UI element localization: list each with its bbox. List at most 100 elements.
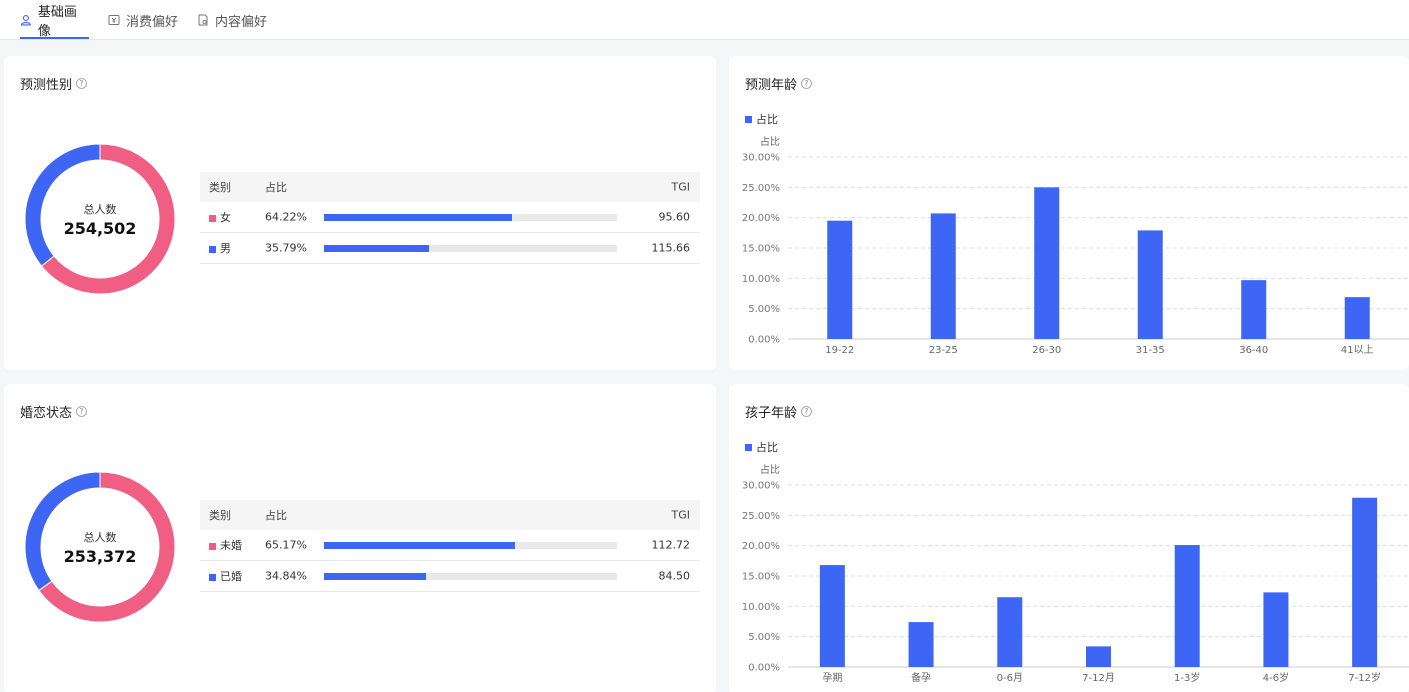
x-tick-label: 36-40 xyxy=(1239,345,1268,356)
x-tick-label: 4-6岁 xyxy=(1263,671,1289,684)
tab-bar: 基础画像 消费偏好 内容偏好 xyxy=(0,0,1409,40)
bar[interactable] xyxy=(997,597,1023,667)
swatch xyxy=(209,245,216,253)
header-ratio: 占比 xyxy=(265,181,287,194)
tab-consumption-preference[interactable]: 消费偏好 xyxy=(108,0,178,40)
table-header: 类别 占比 TGI xyxy=(200,172,700,202)
marital-card: 婚恋状态 ? 总人数 253,372 类别 占比 TGI 未婚 65.17% 1… xyxy=(4,384,716,692)
ratio-bar xyxy=(324,573,617,580)
bar[interactable] xyxy=(1086,646,1111,667)
donut-segment[interactable] xyxy=(24,471,101,592)
card-title: 预测年龄 ? xyxy=(745,74,813,93)
card-title: 预测性别 ? xyxy=(20,74,88,93)
header-ratio: 占比 xyxy=(265,509,287,522)
tgi-value: 115.66 xyxy=(651,241,691,255)
x-tick-label: 7-12月 xyxy=(1082,672,1115,684)
help-icon[interactable]: ? xyxy=(76,78,88,89)
help-icon[interactable]: ? xyxy=(801,78,813,89)
gender-donut: 总人数 254,502 xyxy=(24,143,176,295)
y-tick-label: 10.00% xyxy=(742,274,780,285)
header-tgi: TGI xyxy=(671,508,691,522)
total-value: 254,502 xyxy=(63,218,137,238)
legend-swatch xyxy=(745,443,752,451)
y-tick-label: 25.00% xyxy=(742,511,780,522)
bar[interactable] xyxy=(1263,592,1289,667)
wallet-icon xyxy=(108,15,120,25)
bar[interactable] xyxy=(1352,497,1378,667)
table-row: 未婚 65.17% 112.72 xyxy=(200,530,700,561)
bar[interactable] xyxy=(1034,187,1060,339)
x-tick-label: 1-3岁 xyxy=(1174,671,1200,684)
x-tick-label: 19-22 xyxy=(825,345,854,356)
ratio-value: 64.22% xyxy=(265,210,307,224)
bar[interactable] xyxy=(1344,297,1370,339)
category-name: 未婚 xyxy=(220,539,242,552)
card-title: 孩子年龄 ? xyxy=(745,402,813,421)
y-tick-label: 0.00% xyxy=(748,335,780,346)
x-tick-label: 31-35 xyxy=(1136,345,1165,356)
table-row: 已婚 34.84% 84.50 xyxy=(200,561,700,592)
x-tick-label: 孕期 xyxy=(822,672,842,684)
help-icon[interactable]: ? xyxy=(76,406,88,417)
child-age-card: 孩子年龄 ? 占比 占比 0.00% 5.00% 10.00% 15.00% 20.00%… xyxy=(729,384,1409,692)
table-row: 男 35.79% 115.66 xyxy=(200,233,700,264)
child-age-title: 孩子年龄 xyxy=(745,406,798,421)
y-tick-label: 30.00% xyxy=(742,153,780,164)
x-tick-label: 41以上 xyxy=(1341,344,1374,356)
category-name: 已婚 xyxy=(220,570,242,583)
legend-swatch xyxy=(745,115,752,123)
x-tick-label: 26-30 xyxy=(1032,345,1061,356)
tab-content-preference[interactable]: 内容偏好 xyxy=(197,0,267,40)
bar[interactable] xyxy=(827,220,853,339)
bar[interactable] xyxy=(930,213,956,339)
tgi-value: 112.72 xyxy=(651,538,691,552)
ratio-bar-fill xyxy=(324,245,429,252)
total-label: 总人数 xyxy=(83,202,117,216)
age-card: 预测年龄 ? 占比 占比 0.00% 5.00% 10.00% 15.00% 20.00%… xyxy=(729,56,1409,370)
age-bar-chart: 占比 0.00% 5.00% 10.00% 15.00% 20.00% 25.00% 30.0… xyxy=(742,135,1409,356)
tgi-value: 95.60 xyxy=(658,210,691,224)
bar[interactable] xyxy=(1174,545,1200,667)
header-category: 类别 xyxy=(209,509,231,522)
donut-segment[interactable] xyxy=(38,471,176,623)
gender-title: 预测性别 xyxy=(20,78,73,93)
table-row: 女 64.22% 95.60 xyxy=(200,202,700,233)
gender-table: 类别 占比 TGI 女 64.22% 95.60 男 35.79% 115.66 xyxy=(200,172,700,264)
ratio-bar-fill xyxy=(324,573,427,580)
ratio-bar-fill xyxy=(324,214,513,221)
ratio-value: 65.17% xyxy=(265,538,307,552)
category-name: 女 xyxy=(220,211,231,224)
y-tick-label: 20.00% xyxy=(742,541,780,552)
ratio-value: 34.84% xyxy=(265,569,307,583)
tab-label: 内容偏好 xyxy=(215,14,268,30)
y-tick-label: 30.00% xyxy=(742,481,780,492)
y-axis-label: 占比 xyxy=(760,135,780,148)
swatch xyxy=(209,542,216,550)
tab-basic-profile[interactable]: 基础画像 xyxy=(20,0,89,40)
y-tick-label: 0.00% xyxy=(748,663,780,674)
help-icon[interactable]: ? xyxy=(801,406,813,417)
tab-label: 消费偏好 xyxy=(126,14,179,30)
y-tick-label: 15.00% xyxy=(742,244,780,255)
donut-segment[interactable] xyxy=(24,143,101,267)
user-icon xyxy=(20,15,31,26)
total-value: 253,372 xyxy=(63,546,137,566)
ratio-bar xyxy=(324,542,617,549)
marital-donut: 总人数 253,372 xyxy=(24,471,176,623)
marital-donut-chart xyxy=(24,471,176,623)
swatch xyxy=(209,573,216,581)
table-header: 类别 占比 TGI xyxy=(200,500,700,530)
y-tick-label: 5.00% xyxy=(748,632,780,643)
bar[interactable] xyxy=(908,622,934,667)
ratio-bar xyxy=(324,245,617,252)
ratio-bar-fill xyxy=(324,542,515,549)
chart-legend[interactable]: 占比 xyxy=(745,439,778,455)
header-tgi: TGI xyxy=(671,180,691,194)
chart-legend[interactable]: 占比 xyxy=(745,111,778,127)
y-tick-label: 15.00% xyxy=(742,572,780,583)
y-tick-label: 20.00% xyxy=(742,213,780,224)
bar[interactable] xyxy=(1241,280,1267,339)
bar[interactable] xyxy=(819,565,845,667)
marital-title: 婚恋状态 xyxy=(20,406,73,421)
bar[interactable] xyxy=(1137,230,1163,339)
